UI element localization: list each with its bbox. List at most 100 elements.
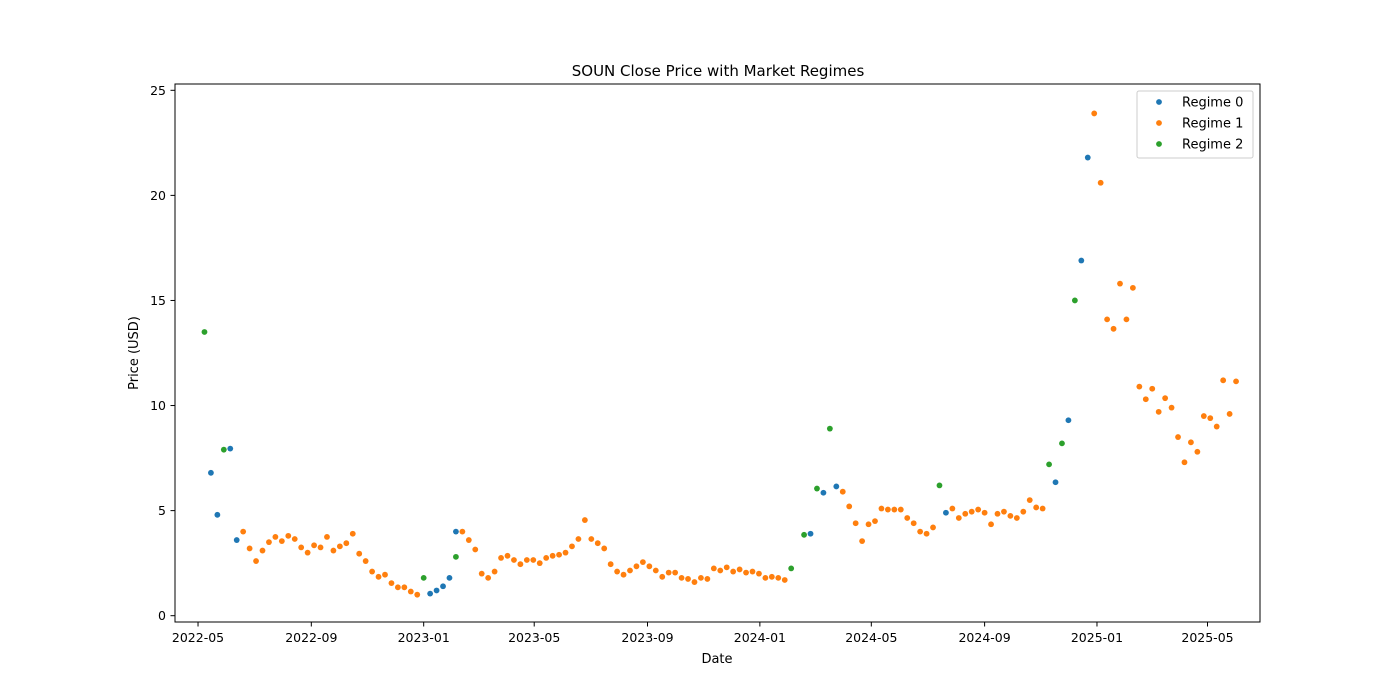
point-regime-1-33	[491, 568, 498, 575]
chart-title: SOUN Close Price with Market Regimes	[572, 62, 865, 80]
point-regime-1-37	[517, 561, 524, 568]
y-axis-ticks: 0 5 10 15 20 25	[150, 83, 175, 623]
point-regime-1-28	[459, 528, 466, 535]
point-regime-1-70	[730, 568, 737, 575]
data-points	[201, 110, 1239, 598]
point-regime-1-34	[498, 555, 504, 561]
point-regime-1-20	[369, 568, 376, 575]
point-regime-1-31	[478, 570, 485, 577]
plot-area: 2022-05 2022-09 2023-01 2023-05 2023-09 2024-…	[150, 83, 1261, 645]
point-regime-1-109	[1091, 110, 1098, 117]
point-regime-1-74	[756, 570, 762, 577]
point-regime-1-53	[620, 571, 627, 578]
point-regime-1-108	[1039, 505, 1046, 512]
x-tick-label-2: 2023-01	[398, 630, 450, 645]
point-regime-1-62	[678, 574, 685, 581]
legend-label-1: Regime 1	[1182, 117, 1243, 132]
point-regime-2-5	[801, 531, 807, 538]
point-regime-1-94	[949, 505, 956, 512]
point-regime-1-67	[710, 565, 717, 572]
point-regime-2-3	[453, 553, 459, 560]
point-regime-1-59	[659, 573, 666, 580]
point-regime-1-16	[343, 540, 350, 547]
point-regime-1-131	[1233, 378, 1239, 385]
point-regime-1-117	[1142, 396, 1149, 403]
point-regime-1-63	[685, 576, 691, 582]
point-regime-1-35	[504, 552, 511, 559]
point-regime-1-101	[994, 510, 1001, 517]
point-regime-1-54	[627, 567, 633, 574]
point-regime-1-22	[382, 571, 388, 578]
point-regime-1-32	[485, 574, 492, 581]
point-regime-1-64	[691, 579, 698, 585]
point-regime-1-18	[356, 550, 363, 557]
point-regime-1-9	[298, 544, 305, 551]
point-regime-1-51	[607, 561, 614, 568]
point-regime-1-29	[465, 537, 472, 543]
point-regime-1-96	[962, 510, 969, 517]
point-regime-1-7	[285, 532, 292, 539]
point-regime-0-5	[433, 587, 440, 594]
point-regime-1-97	[968, 508, 975, 515]
point-regime-1-36	[511, 557, 517, 563]
point-regime-1-91	[917, 528, 924, 535]
point-regime-1-75	[762, 574, 769, 581]
point-regime-1-85	[878, 505, 885, 512]
point-regime-2-1	[220, 446, 227, 453]
axes-frame	[174, 83, 1261, 623]
point-regime-1-124	[1188, 439, 1194, 446]
point-regime-1-87	[891, 506, 898, 513]
point-regime-1-41	[543, 555, 550, 561]
point-regime-1-38	[523, 557, 530, 563]
point-regime-1-65	[698, 574, 704, 581]
point-regime-1-8	[291, 536, 298, 542]
point-regime-0-1	[214, 511, 221, 518]
point-regime-1-116	[1136, 383, 1143, 390]
point-regime-1-121	[1168, 404, 1175, 411]
point-regime-1-113	[1117, 280, 1123, 287]
x-tick-label-1: 2022-09	[285, 630, 337, 645]
point-regime-1-112	[1110, 325, 1117, 332]
point-regime-0-11	[833, 483, 840, 490]
point-regime-2-4	[788, 565, 795, 572]
point-regime-1-11	[311, 542, 317, 549]
point-regime-1-27	[414, 591, 421, 598]
point-regime-1-21	[375, 573, 382, 580]
point-regime-1-55	[633, 563, 640, 570]
point-regime-1-46	[575, 536, 582, 542]
point-regime-1-24	[394, 584, 401, 591]
point-regime-1-83	[865, 521, 872, 528]
point-regime-1-127	[1207, 415, 1214, 422]
point-regime-1-119	[1155, 408, 1162, 415]
x-tick-label-6: 2024-05	[845, 630, 897, 645]
x-tick-label-3: 2023-05	[508, 630, 560, 645]
legend-box	[1136, 90, 1254, 159]
point-regime-1-77	[775, 574, 782, 581]
legend-label-0: Regime 0	[1182, 96, 1243, 111]
x-tick-label-5: 2024-01	[734, 630, 786, 645]
point-regime-1-84	[872, 518, 878, 525]
point-regime-1-30	[472, 546, 479, 553]
x-tick-label-4: 2023-09	[621, 630, 673, 645]
point-regime-1-106	[1026, 497, 1033, 504]
point-regime-1-58	[652, 567, 659, 574]
point-regime-1-71	[736, 566, 743, 573]
legend-marker-1	[1156, 120, 1162, 126]
point-regime-1-68	[717, 567, 724, 574]
x-tick-label-0: 2022-05	[172, 630, 224, 645]
point-regime-1-89	[904, 515, 911, 521]
y-tick-label-5: 25	[150, 83, 166, 98]
point-regime-1-66	[704, 576, 711, 582]
point-regime-1-98	[975, 506, 982, 513]
point-regime-1-19	[362, 558, 369, 564]
point-regime-1-45	[569, 543, 575, 550]
point-regime-1-78	[781, 577, 788, 583]
point-regime-1-4	[266, 539, 272, 546]
point-regime-1-73	[749, 568, 756, 575]
point-regime-1-80	[846, 503, 853, 510]
legend-marker-2	[1156, 141, 1162, 147]
point-regime-1-15	[336, 543, 343, 550]
point-regime-1-82	[859, 538, 866, 544]
point-regime-1-13	[324, 533, 330, 540]
point-regime-0-3	[233, 537, 240, 543]
